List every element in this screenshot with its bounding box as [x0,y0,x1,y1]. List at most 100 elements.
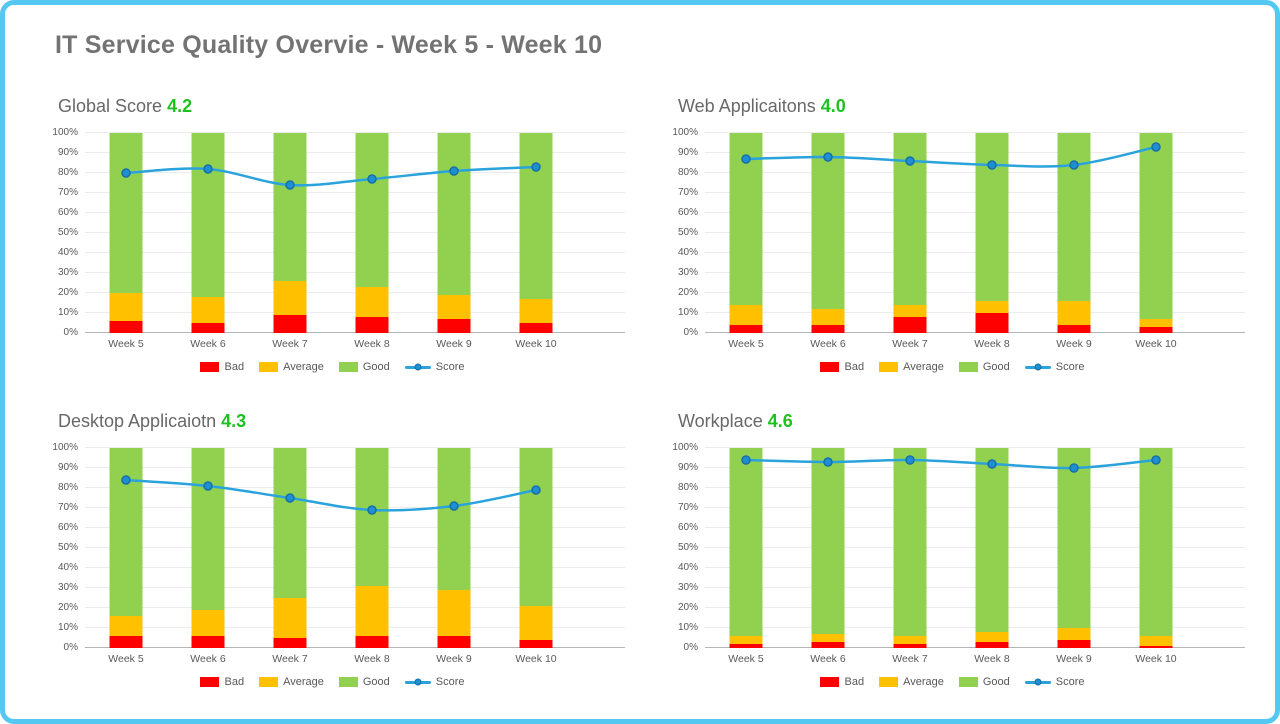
x-axis-tick-label: Week 8 [974,653,1010,665]
gridline [705,547,1245,548]
bar-segment-bad [811,325,845,333]
legend-item-average: Average [879,676,944,688]
gridline [705,527,1245,528]
legend-label: Good [362,361,390,373]
score-point [987,459,997,469]
y-axis-tick-label: 10% [677,622,698,633]
bar-column [787,448,869,648]
y-axis-tick-label: 60% [677,522,698,533]
plot-area [85,447,625,648]
y-axis-tick-label: 60% [57,207,78,218]
x-axis-tick-label: Week 10 [515,653,557,665]
y-axis: 0% 10% 20% 30% 40% 50% 60% 70% 80% 90% 100% [660,127,705,338]
bar-segment-bad [191,636,225,648]
y-axis-tick-label: 60% [57,522,78,533]
bar-segment-average [109,616,143,636]
score-point [203,481,213,491]
y-axis-tick-label: 40% [677,562,698,573]
bar-column [495,133,577,333]
legend-item-good: Good [338,361,390,373]
score-point [285,180,295,190]
score-point [531,485,541,495]
x-axis-labels: Week 5 Week 6 Week 7 Week 8 Week 9 Week 10 [85,653,577,665]
bars-layer [705,448,1197,648]
gridline [85,527,625,528]
gridline [85,152,625,153]
bar-segment-average [811,634,845,642]
bar-column [413,133,495,333]
score-point [1069,463,1079,473]
y-axis-tick-label: 0% [63,642,78,653]
y-axis-tick-label: 90% [57,462,78,473]
y-axis-tick-label: 30% [57,267,78,278]
bar-segment-bad [893,644,927,648]
bar-segment-bad [355,317,389,333]
gridline [705,132,1245,133]
bar-segment-bad [1057,640,1091,648]
bar-segment-bad [1139,327,1173,333]
score-point [121,475,131,485]
x-axis-tick-label: Week 8 [974,338,1010,350]
bar-segment-good [273,133,307,281]
bar-column [787,133,869,333]
score-point [1151,142,1161,152]
bar-segment-good [729,448,763,636]
plot-area [85,132,625,333]
y-axis-tick-label: 80% [57,167,78,178]
x-axis-tick-label: Week 10 [515,338,557,350]
chart-web-applications: Web Applicaitons 4.0 0% 10% 20% 30% 40% 50% 60… [660,88,1245,373]
legend-item-score: Score [404,676,465,688]
bar-segment-bad [191,323,225,333]
gridline [85,232,625,233]
chart-desktop-applications: Desktop Applicaiotn 4.3 0% 10% 20% 30% 40% 50… [40,403,625,688]
legend-label: Good [362,676,390,688]
y-axis-tick-label: 90% [677,462,698,473]
bar-column [1115,448,1197,648]
y-axis-tick-label: 0% [683,327,698,338]
score-line [124,478,538,512]
bar-segment-bad [273,315,307,333]
y-axis: 0% 10% 20% 30% 40% 50% 60% 70% 80% 90% 100% [660,442,705,653]
y-axis-tick-label: 80% [677,482,698,493]
chart-title: Workplace 4.6 [678,411,1245,432]
y-axis-tick-label: 40% [57,562,78,573]
gridline [85,132,625,133]
legend-label: Bad [224,361,245,373]
bar-segment-bad [355,636,389,648]
plot-wrap: 0% 10% 20% 30% 40% 50% 60% 70% 80% 90% 100% [660,127,1245,338]
bar-segment-average [355,586,389,636]
gridline [85,467,625,468]
x-axis-tick-label: Week 7 [272,653,308,665]
chart-workplace: Workplace 4.6 0% 10% 20% 30% 40% 50% 60% 70% 80%… [660,403,1245,688]
bar-segment-average [519,299,553,323]
gridline [85,627,625,628]
bar-segment-average [437,590,471,636]
gridline [705,192,1245,193]
bar-segment-good [437,133,471,295]
bar-segment-good [811,133,845,309]
gridline [85,547,625,548]
x-axis-labels: Week 5 Week 6 Week 7 Week 8 Week 9 Week 10 [705,338,1197,350]
y-axis-tick-label: 10% [57,307,78,318]
x-axis-labels: Week 5 Week 6 Week 7 Week 8 Week 9 Week 10 [705,653,1197,665]
legend-label: Average [903,676,944,688]
score-line [124,165,538,187]
bar-segment-good [975,448,1009,632]
bar-segment-bad [729,644,763,648]
chart-title: Desktop Applicaiotn 4.3 [58,411,625,432]
x-axis-tick-label: Week 9 [1056,653,1092,665]
bar-segment-bad [893,317,927,333]
score-point [203,164,213,174]
x-axis-tick-label: Week 9 [436,338,472,350]
bar-segment-average [355,287,389,317]
y-axis-tick-label: 20% [57,602,78,613]
plot-wrap: 0% 10% 20% 30% 40% 50% 60% 70% 80% 90% 100% [40,127,625,338]
y-axis-tick-label: 30% [677,582,698,593]
score-point [121,168,131,178]
chart-title-text: Workplace [678,411,763,431]
bar-segment-good [355,448,389,586]
legend-label: Score [435,361,465,373]
bar-segment-good [191,133,225,297]
score-line-layer [121,475,541,515]
legend-swatch-good [338,362,358,372]
